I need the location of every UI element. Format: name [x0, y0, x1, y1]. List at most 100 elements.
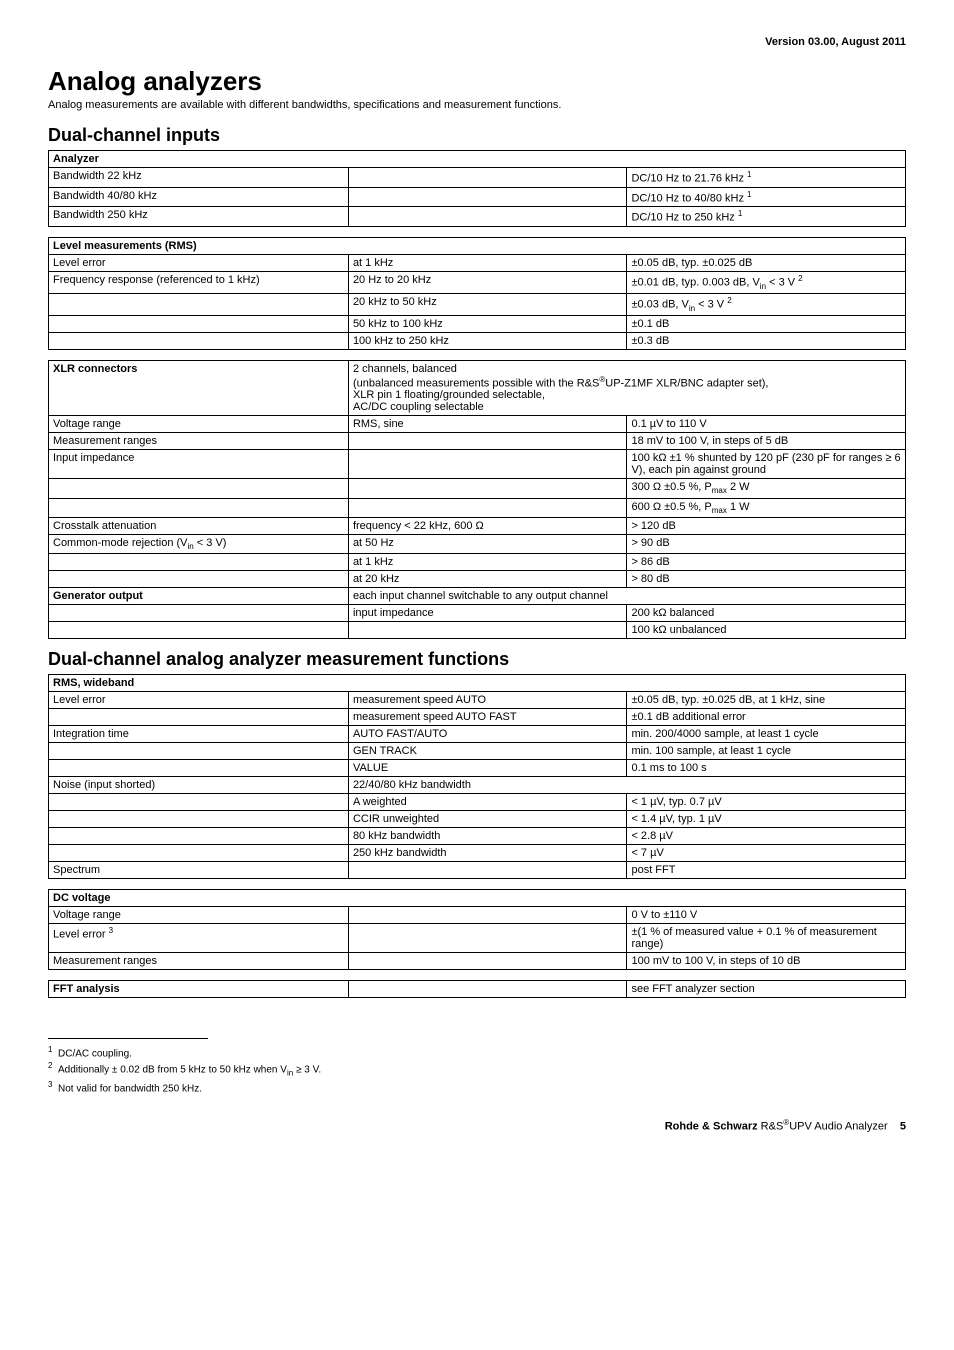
table-cell-mid [348, 479, 627, 498]
table-cell-val: ±0.05 dB, typ. ±0.025 dB [627, 254, 906, 271]
table-cell-span: each input channel switchable to any out… [348, 587, 905, 604]
version-line: Version 03.00, August 2011 [48, 36, 906, 48]
table-cell-label [49, 742, 349, 759]
table-cell-label: Level error 3 [49, 923, 349, 952]
table-cell-val: > 90 dB [627, 534, 906, 553]
table-cell-mid: 80 kHz bandwidth [348, 827, 627, 844]
table-dc-title: DC voltage [49, 889, 906, 906]
table-cell-mid: 20 kHz to 50 kHz [348, 293, 627, 315]
table-cell-label: Frequency response (referenced to 1 kHz) [49, 271, 349, 293]
table-cell-val: ±0.05 dB, typ. ±0.025 dB, at 1 kHz, sine [627, 691, 906, 708]
table-cell-label: Common-mode rejection (Vin < 3 V) [49, 534, 349, 553]
table-cell-mid: measurement speed AUTO [348, 691, 627, 708]
table-cell-mid: 20 Hz to 20 kHz [348, 271, 627, 293]
table-cell-mid: frequency < 22 kHz, 600 Ω [348, 517, 627, 534]
table-cell-mid [348, 433, 627, 450]
table-cell-label: Bandwidth 250 kHz [49, 207, 349, 227]
table-cell-val: ±0.1 dB [627, 315, 906, 332]
table-cell-val: 18 mV to 100 V, in steps of 5 dB [627, 433, 906, 450]
table-cell-val: ±0.3 dB [627, 332, 906, 349]
table-cell-mid [348, 168, 627, 188]
table-cell-label [49, 332, 349, 349]
table-cell-mid [348, 207, 627, 227]
table-cell-label: Input impedance [49, 450, 349, 479]
table-cell-val: DC/10 Hz to 21.76 kHz 1 [627, 168, 906, 188]
table-cell-mid [348, 450, 627, 479]
table-cell-mid: CCIR unweighted [348, 810, 627, 827]
table-cell-label: Bandwidth 40/80 kHz [49, 187, 349, 207]
table-level: Level measurements (RMS) Level errorat 1… [48, 237, 906, 350]
table-fft-val: see FFT analyzer section [627, 980, 906, 997]
section-dual-inputs: Dual-channel inputs [48, 125, 906, 146]
table-cell-mid [348, 187, 627, 207]
table-cell-label: Level error [49, 254, 349, 271]
table-cell-mid: A weighted [348, 793, 627, 810]
table-cell-val: 100 mV to 100 V, in steps of 10 dB [627, 952, 906, 969]
footnote-3: 3 Not valid for bandwidth 250 kHz. [48, 1080, 906, 1094]
table-cell-label: Level error [49, 691, 349, 708]
table-fft-title: FFT analysis [49, 980, 349, 997]
table-cell-label [49, 293, 349, 315]
table-cell-mid: at 20 kHz [348, 570, 627, 587]
table-cell-label: Noise (input shorted) [49, 776, 349, 793]
table-rms: RMS, wideband Level errormeasurement spe… [48, 674, 906, 879]
page-title: Analog analyzers [48, 66, 906, 97]
page-footer: Rohde & Schwarz R&S®UPV Audio Analyzer 5 [48, 1118, 906, 1133]
table-cell-label [49, 621, 349, 638]
table-cell-val: < 1.4 µV, typ. 1 µV [627, 810, 906, 827]
table-cell-label [49, 827, 349, 844]
footnotes: 1 DC/AC coupling. 2 Additionally ± 0.02 … [48, 1038, 906, 1094]
table-cell-val: min. 100 sample, at least 1 cycle [627, 742, 906, 759]
table-cell-mid: GEN TRACK [348, 742, 627, 759]
table-level-title: Level measurements (RMS) [49, 237, 906, 254]
table-cell-label: Measurement ranges [49, 952, 349, 969]
table-dc: DC voltage Voltage range 0 V to ±110 V Lev… [48, 889, 906, 970]
table-cell-val: 200 kΩ balanced [627, 604, 906, 621]
table-cell-label [49, 793, 349, 810]
table-cell-mid: input impedance [348, 604, 627, 621]
table-cell-label [49, 759, 349, 776]
table-cell-label: Voltage range [49, 906, 349, 923]
table-cell-mid [348, 498, 627, 517]
section-dual-funcs: Dual-channel analog analyzer measurement… [48, 649, 906, 670]
table-cell-val: 0.1 µV to 110 V [627, 416, 906, 433]
table-cell-label [49, 810, 349, 827]
footnote-2: 2 Additionally ± 0.02 dB from 5 kHz to 5… [48, 1061, 906, 1077]
table-cell-label [49, 570, 349, 587]
table-cell-val: ±0.03 dB, Vin < 3 V 2 [627, 293, 906, 315]
table-cell-mid: AUTO FAST/AUTO [348, 725, 627, 742]
table-cell-val: 0.1 ms to 100 s [627, 759, 906, 776]
table-cell-mid: RMS, sine [348, 416, 627, 433]
table-rms-title: RMS, wideband [49, 674, 906, 691]
table-cell-label: Spectrum [49, 861, 349, 878]
table-analyzer-title: Analyzer [49, 151, 906, 168]
table-cell-val: DC/10 Hz to 40/80 kHz 1 [627, 187, 906, 207]
table-cell-mid: 250 kHz bandwidth [348, 844, 627, 861]
table-cell-label [49, 498, 349, 517]
table-cell-mid: at 50 Hz [348, 534, 627, 553]
table-cell-mid [348, 906, 627, 923]
table-cell-val: ±0.1 dB additional error [627, 708, 906, 725]
table-cell-val: 300 Ω ±0.5 %, Pmax 2 W [627, 479, 906, 498]
table-cell-label [49, 479, 349, 498]
table-cell-val: > 86 dB [627, 553, 906, 570]
table-cell-val: > 80 dB [627, 570, 906, 587]
table-cell-mid: 50 kHz to 100 kHz [348, 315, 627, 332]
table-cell-mid: VALUE [348, 759, 627, 776]
table-cell-label [49, 315, 349, 332]
table-cell-label [49, 708, 349, 725]
table-cell-label: Bandwidth 22 kHz [49, 168, 349, 188]
table-cell-mid [348, 952, 627, 969]
table-cell-label: Generator output [49, 587, 349, 604]
table-cell-mid: at 1 kHz [348, 553, 627, 570]
table-fft-mid [348, 980, 627, 997]
table-cell-mid [348, 621, 627, 638]
table-cell-val: < 7 µV [627, 844, 906, 861]
table-cell-label [49, 553, 349, 570]
table-cell-label [49, 604, 349, 621]
table-cell-label: Integration time [49, 725, 349, 742]
table-cell-label: XLR connectors [49, 360, 349, 416]
table-cell-mid [348, 923, 627, 952]
table-cell-mid [348, 861, 627, 878]
table-cell-val: 0 V to ±110 V [627, 906, 906, 923]
